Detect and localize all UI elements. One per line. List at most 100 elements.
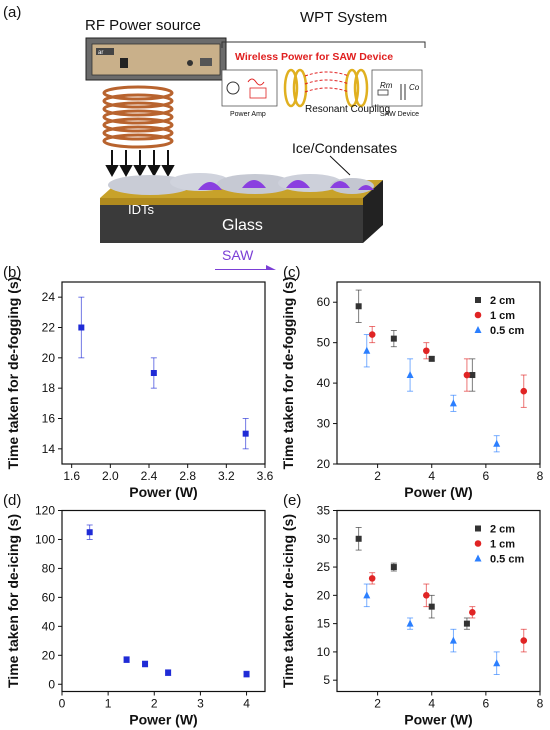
data-point [86,529,93,536]
x-tick-label: 4 [428,697,435,711]
y-tick-label: 20 [317,588,331,602]
y-axis-title: Time taken for de-fogging (s) [5,277,21,470]
panel-label-b: (b) [3,264,22,281]
x-tick-label: 4 [243,697,250,711]
x-axis-title: Power (W) [404,712,472,728]
data-point [355,535,362,542]
y-tick-label: 50 [317,336,331,350]
data-point [243,671,250,678]
data-point [493,659,501,667]
y-tick-label: 10 [317,645,331,659]
legend-label: 0.5 cm [490,554,524,566]
series-2-cm [355,527,470,630]
x-tick-label: 2.4 [141,469,158,483]
x-tick-label: 8 [537,469,544,483]
panel-label-e: (e) [283,492,302,509]
x-axis-title: Power (W) [129,712,197,728]
plot-frame [336,509,541,693]
saw-device-label: SAW Device [380,111,419,118]
y-tick-label: 20 [42,351,56,365]
series-1-cm [368,326,528,408]
x-tick-label: 3.6 [257,469,274,483]
data-point [520,387,528,395]
x-tick-label: 2 [374,469,381,483]
data-point [78,324,85,331]
panel-label-a: (a) [3,4,22,21]
data-point [428,603,435,610]
y-tick-label: 100 [35,532,55,546]
legend-marker [474,540,482,547]
power-amp-label: Power Amp [230,111,266,118]
data-point [142,660,149,667]
x-tick-label: 2.0 [102,469,119,483]
data-point [463,620,470,627]
data-point [368,575,376,582]
x-tick-label: 3 [197,697,204,711]
y-tick-label: 15 [317,617,331,631]
y-tick-label: 22 [42,321,56,335]
y-tick-label: 40 [317,376,331,390]
rm-label: Rm [380,81,393,90]
data-point [355,303,362,310]
legend-label: 1 cm [490,310,515,322]
y-tick-label: 24 [42,290,56,304]
y-tick-label: 60 [317,295,331,309]
chart-b: 1.6 2.0 2.4 2.8 3.2 3.6 14 16 18 20 22 24 Power (W) T… [5,277,274,500]
data-point [363,591,371,599]
x-tick-label: 8 [537,697,544,711]
x-tick-label: 3.2 [218,469,235,483]
series-0 [78,296,249,450]
legend-label: 1 cm [490,539,515,551]
x-tick-label: 6 [483,469,490,483]
series-0.5-cm [363,334,501,453]
x-tick-label: 2.8 [179,469,196,483]
data-point [165,669,172,676]
rf-power-source-device: ar [85,37,227,81]
y-tick-label: 30 [317,532,331,546]
rf-power-source-label: RF Power source [85,17,201,34]
data-point [363,346,371,354]
y-tick-label: 80 [42,561,56,575]
data-point [406,371,414,379]
data-point [242,430,249,437]
data-point [428,355,435,362]
data-point [449,399,457,407]
chart-c: 2 4 6 8 20 30 40 50 60 Power (W) Time taken for de… [280,277,544,500]
x-tick-label: 1.6 [63,469,80,483]
data-point [423,592,430,599]
data-point [469,609,476,616]
glass-label: Glass [222,217,263,234]
data-point [150,370,157,376]
device-brand-label: ar [98,50,103,56]
ice-condensates-label: Ice/Condensates [292,140,397,156]
panel-label-c: (c) [283,264,301,281]
series-0 [86,524,250,678]
co-label: Co [409,83,420,92]
x-axis-title: Power (W) [404,484,472,500]
y-tick-label: 35 [317,504,331,518]
plot-frame [61,281,266,465]
legend-marker [475,525,481,532]
series-0.5-cm [363,583,501,675]
x-tick-label: 6 [483,697,490,711]
series-1-cm [368,572,528,653]
y-tick-label: 5 [323,673,330,687]
y-tick-label: 20 [317,457,331,471]
y-tick-label: 18 [42,381,56,395]
data-point [469,372,476,379]
saw-direction-arrow [215,265,276,270]
series-2-cm [355,289,476,392]
legend-label: 2 cm [490,524,515,536]
y-axis-title: Time taken for de-icing (s) [5,514,21,688]
resonant-coupling-label: Resonant Coupling [305,104,390,115]
data-point [423,347,430,355]
x-axis-title: Power (W) [129,484,197,500]
legend-marker [475,297,481,303]
data-point [390,335,397,342]
panel-label-d: (d) [3,492,22,509]
data-point [463,371,471,379]
x-tick-label: 2 [374,697,381,711]
legend-marker [474,326,482,333]
data-point [449,636,457,644]
y-tick-label: 40 [42,619,56,633]
